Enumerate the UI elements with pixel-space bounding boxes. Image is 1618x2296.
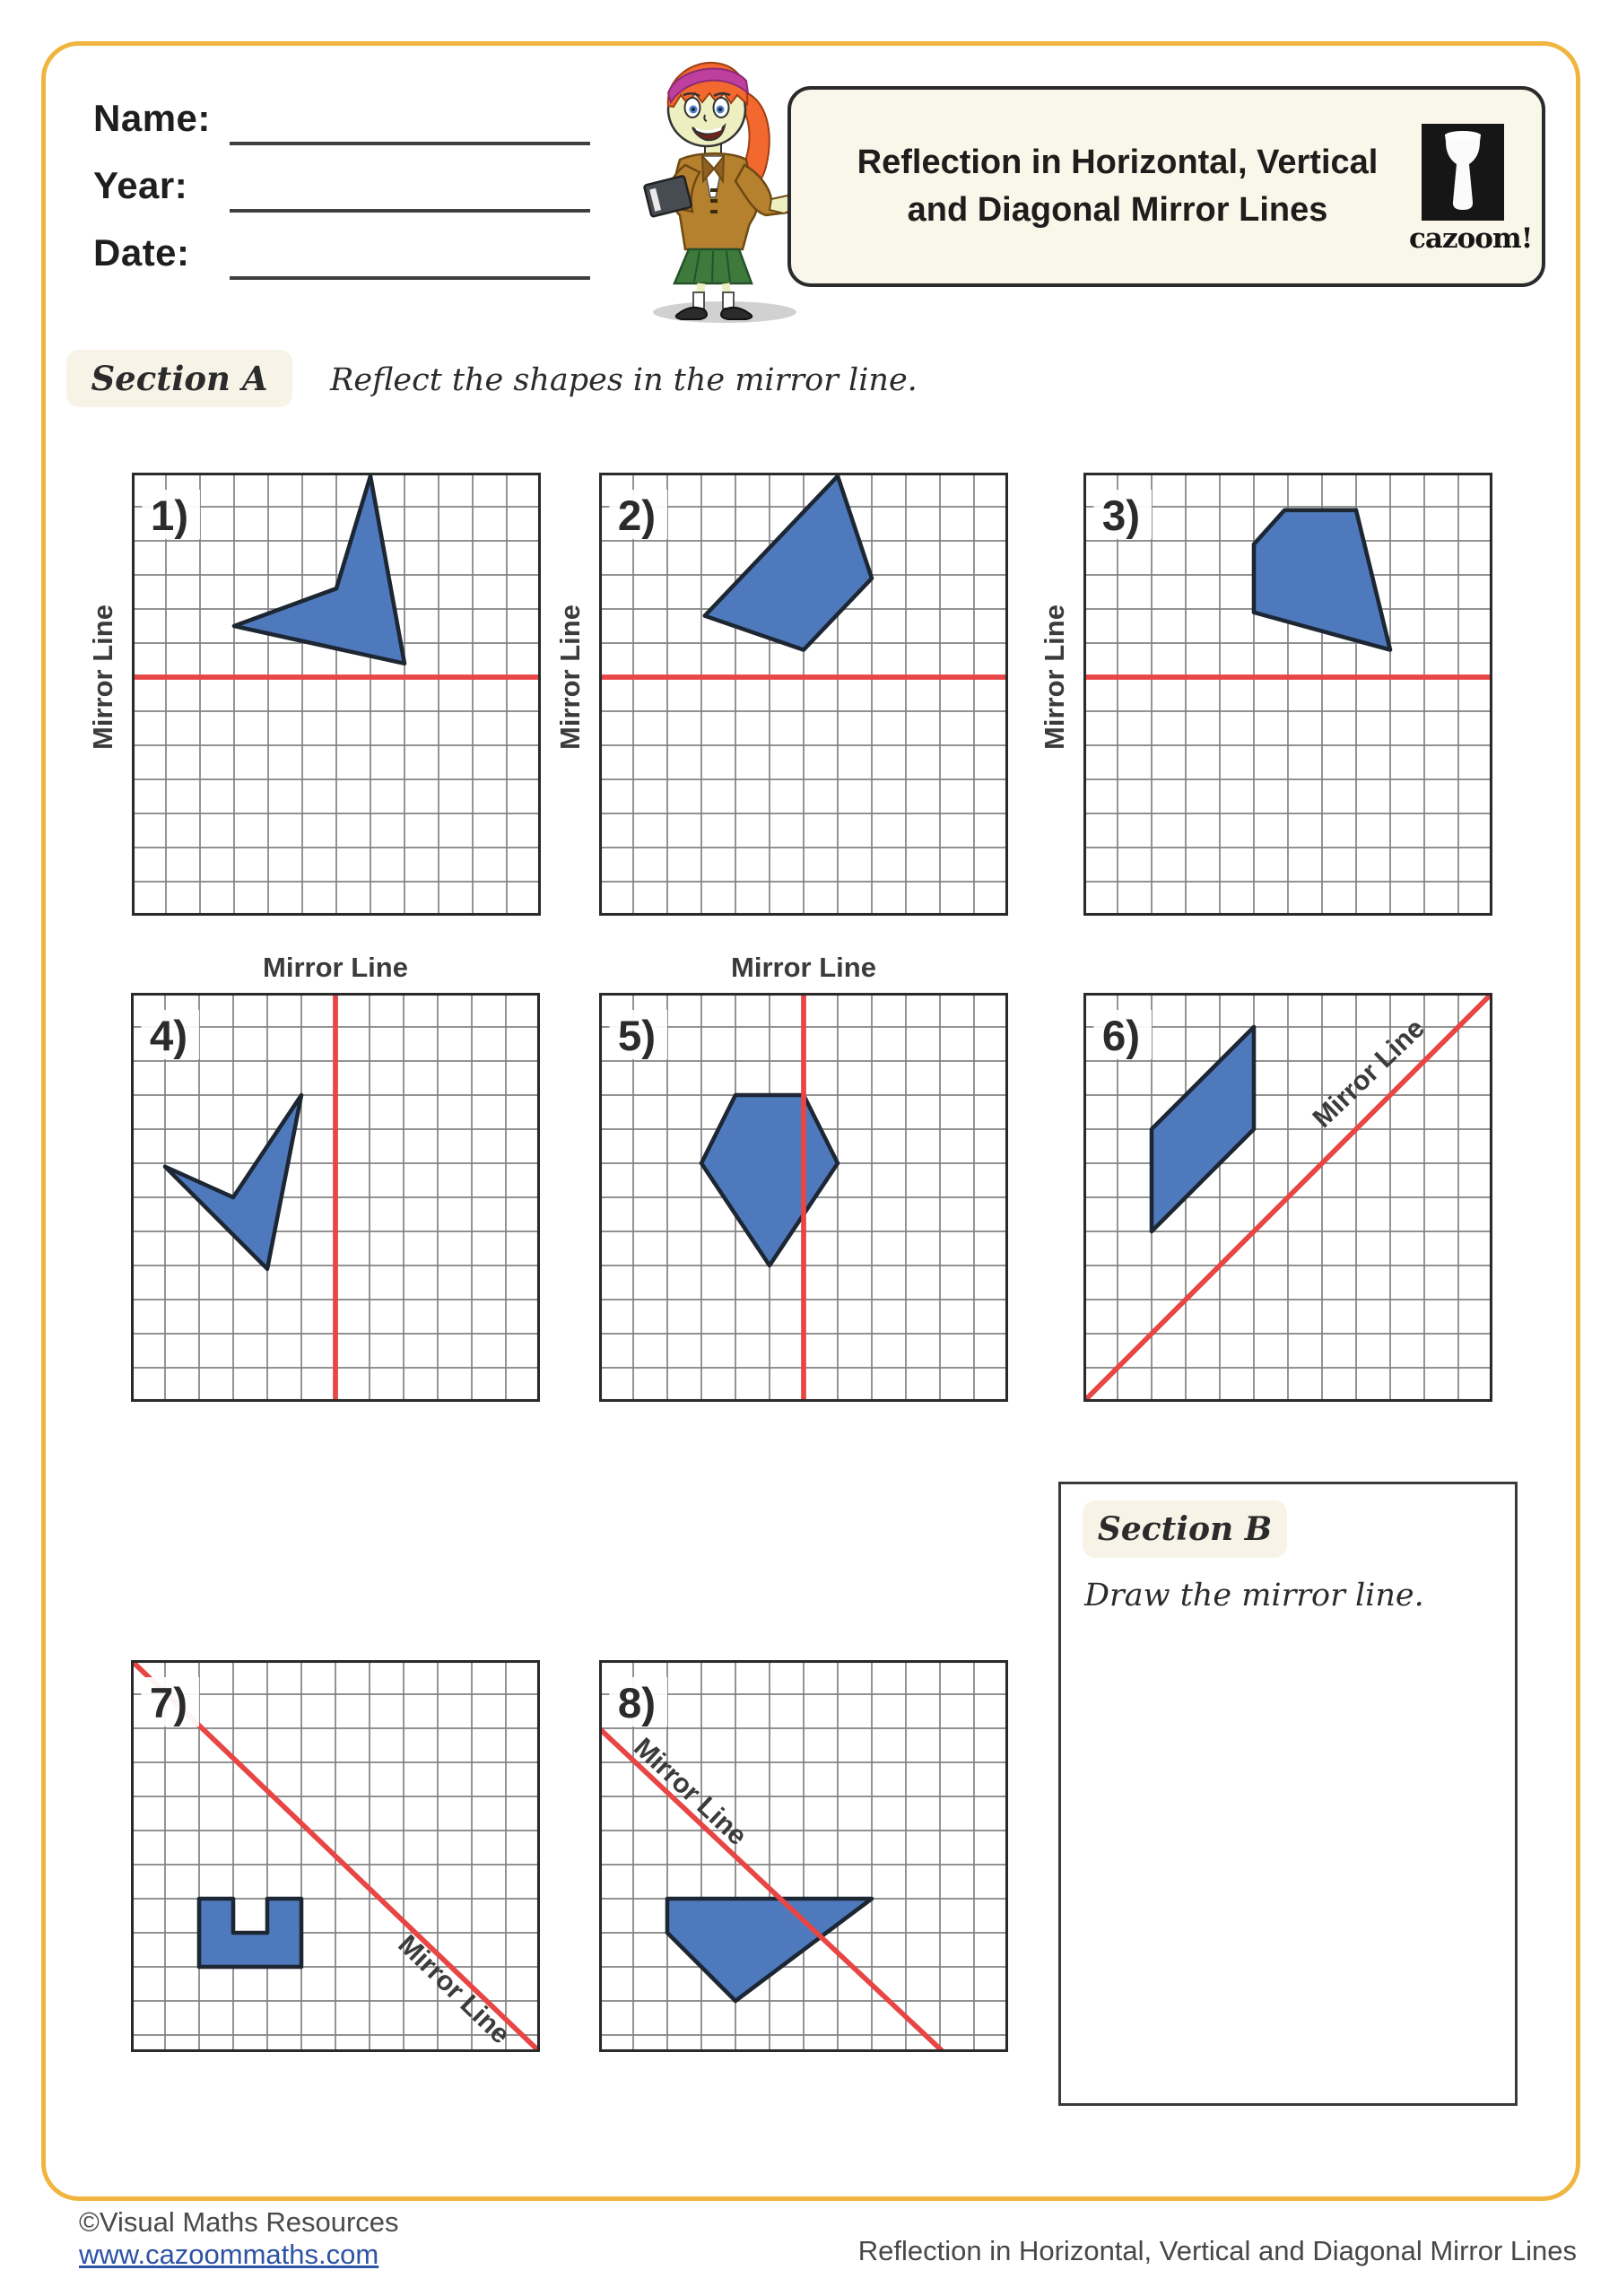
cazoom-drum-icon bbox=[1422, 124, 1504, 221]
footer-left: ©Visual Maths Resources www.cazoommaths.… bbox=[79, 2206, 399, 2271]
number-label-backing bbox=[1093, 1010, 1152, 1060]
mirror-line-label-vertical: Mirror Line bbox=[82, 543, 125, 812]
grid-g5: 5) bbox=[596, 989, 1012, 1406]
section-b-panel: Section B Draw the mirror line. bbox=[1058, 1482, 1518, 2106]
mirror-line bbox=[597, 1726, 945, 2055]
grid-svg-g3: 3) bbox=[1080, 469, 1496, 919]
grid-number-label: 3) bbox=[1102, 492, 1140, 540]
worksheet-title-box: Reflection in Horizontal, Vertical and D… bbox=[787, 86, 1545, 287]
mirror-line-label-vertical: Mirror Line bbox=[1033, 543, 1076, 812]
worksheet-title: Reflection in Horizontal, Vertical and D… bbox=[791, 139, 1431, 234]
mirror-line-label-text: Mirror Line bbox=[554, 604, 586, 750]
number-label-backing bbox=[141, 1010, 199, 1060]
grid-svg-g2: 2) bbox=[596, 469, 1012, 919]
mirror-line-label-text: Mirror Line bbox=[1039, 604, 1070, 750]
grid-svg-g1: 1) bbox=[128, 469, 544, 919]
grid-g4: 4) bbox=[127, 989, 544, 1406]
year-label: Year: bbox=[93, 164, 188, 206]
mirror-line-label-text: Mirror Line bbox=[87, 604, 118, 750]
number-label-backing bbox=[609, 1010, 667, 1060]
shape-polygon bbox=[1251, 508, 1393, 652]
footer-worksheet-title: Reflection in Horizontal, Vertical and D… bbox=[857, 2235, 1577, 2266]
name-fill-line[interactable] bbox=[230, 142, 590, 145]
grid-number-label: 5) bbox=[618, 1013, 656, 1060]
grid-g7: Mirror Line7) bbox=[127, 1657, 544, 2057]
grid-lines bbox=[131, 1660, 540, 2052]
grid-number-label: 8) bbox=[618, 1680, 656, 1727]
number-label-backing bbox=[1093, 490, 1152, 540]
grid-svg-g5: 5) bbox=[596, 989, 1012, 1405]
shape-polygon bbox=[1149, 1024, 1257, 1234]
section-b-instruction: Draw the mirror line. bbox=[1084, 1578, 1424, 1613]
shape-polygon bbox=[231, 474, 407, 666]
cazoom-logo: cazoom! bbox=[1409, 124, 1533, 255]
date-field-row: Date: bbox=[93, 231, 190, 274]
footer-copyright: ©Visual Maths Resources bbox=[79, 2206, 399, 2238]
shape-polygon bbox=[162, 1092, 304, 1272]
mirror-line-label-horizontal: Mirror Line bbox=[731, 952, 876, 983]
shape-polygon bbox=[702, 474, 874, 652]
year-field-row: Year: bbox=[93, 164, 187, 207]
section-a-instruction: Reflect the shapes in the mirror line. bbox=[330, 362, 918, 398]
date-label: Date: bbox=[93, 231, 190, 274]
mirror-line-label-vertical: Mirror Line bbox=[549, 543, 592, 812]
grid-g1: 1) bbox=[128, 469, 544, 920]
number-label-backing bbox=[142, 490, 200, 540]
grid-number-label: 4) bbox=[150, 1013, 187, 1060]
mirror-line-label-horizontal: Mirror Line bbox=[263, 952, 408, 983]
grid-svg-g7: Mirror Line7) bbox=[127, 1657, 544, 2056]
grid-g8: Mirror Line8) bbox=[596, 1657, 1012, 2057]
shape-polygon bbox=[665, 1896, 874, 2004]
name-label: Name: bbox=[93, 97, 211, 139]
number-label-backing bbox=[141, 1677, 199, 1727]
date-fill-line[interactable] bbox=[230, 276, 590, 280]
grid-g2: 2) bbox=[596, 469, 1012, 920]
number-label-backing bbox=[609, 490, 667, 540]
number-label-backing bbox=[609, 1677, 667, 1727]
student-character-illustration bbox=[643, 61, 799, 323]
mirror-line bbox=[1081, 990, 1495, 1405]
year-fill-line[interactable] bbox=[230, 209, 590, 213]
worksheet-title-line1: Reflection in Horizontal, Vertical bbox=[857, 144, 1379, 181]
grid-number-label: 2) bbox=[618, 492, 656, 540]
grid-svg-g4: 4) bbox=[127, 989, 544, 1405]
section-a-label: Section A bbox=[91, 359, 268, 398]
section-a-label-box: Section A bbox=[66, 350, 292, 407]
cazoom-logo-text: cazoom! bbox=[1409, 222, 1533, 255]
shape-polygon bbox=[196, 1896, 304, 1970]
grid-number-label: 6) bbox=[1102, 1013, 1140, 1060]
grid-number-label: 1) bbox=[151, 492, 188, 540]
name-field-row: Name: bbox=[93, 97, 211, 140]
section-b-label: Section B bbox=[1097, 1510, 1273, 1548]
footer-website-link[interactable]: www.cazoommaths.com bbox=[79, 2239, 379, 2270]
grid-g3: 3) bbox=[1080, 469, 1496, 920]
grid-svg-g8: Mirror Line8) bbox=[596, 1657, 1012, 2056]
grid-number-label: 7) bbox=[150, 1680, 187, 1727]
section-b-label-box: Section B bbox=[1083, 1500, 1287, 1558]
worksheet-title-line2: and Diagonal Mirror Lines bbox=[907, 191, 1328, 229]
